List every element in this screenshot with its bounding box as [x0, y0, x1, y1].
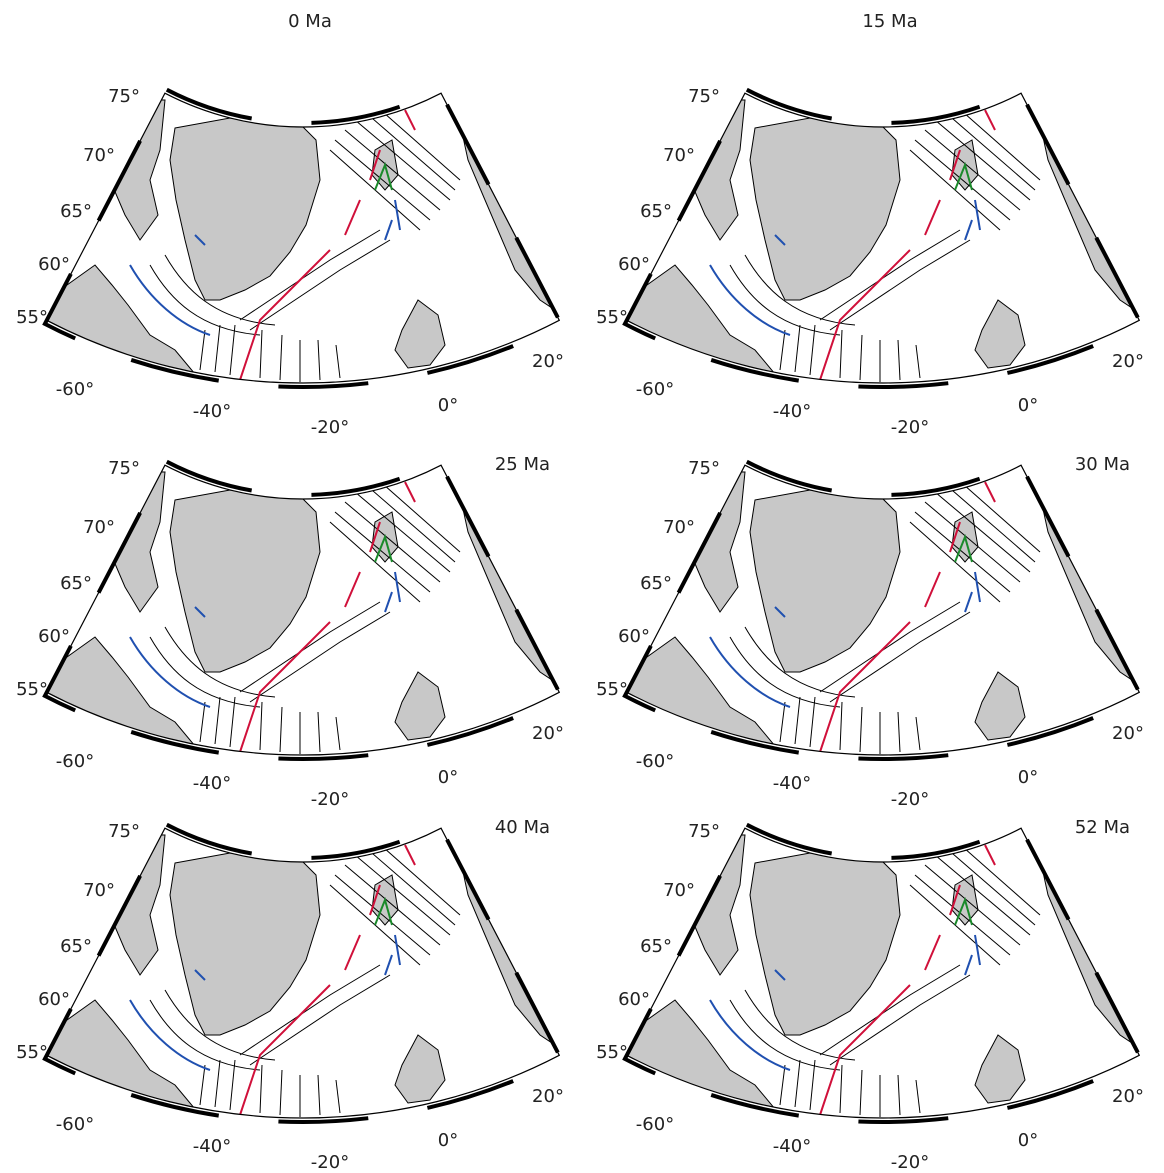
lat-label: 75° [688, 821, 720, 842]
map-frame [45, 92, 561, 384]
lon-label: 20° [532, 351, 564, 372]
panel-title: 52 Ma [1075, 817, 1130, 838]
lon-label: 0° [438, 395, 458, 416]
map-frame-outer [622, 458, 1144, 761]
lon-label: 0° [438, 1130, 458, 1151]
lon-label: -60° [636, 1114, 674, 1135]
lat-label: 75° [108, 458, 140, 479]
map-panel: 0 Ma 75° 70° 65° 60° 55° -60° -40° -20° 0° 20° [16, 11, 564, 438]
lat-label: 65° [640, 936, 672, 957]
lat-label: 55° [596, 1042, 628, 1063]
panel-title: 15 Ma [862, 11, 917, 32]
lat-label: 65° [60, 936, 92, 957]
lat-label: 55° [16, 1042, 48, 1063]
lon-label: -40° [193, 1136, 231, 1157]
lon-label: 20° [1112, 1086, 1144, 1107]
lat-label: 70° [663, 880, 695, 901]
map-panel: 30 Ma 75° 70° 65° 60° 55° -60° -40° -20° 0° 20° [596, 454, 1144, 810]
lon-label: -60° [56, 379, 94, 400]
lon-label: -60° [636, 751, 674, 772]
map-panel: 25 Ma 75° 70° 65° 60° 55° -60° -40° -20° 0° 20° [16, 454, 564, 810]
lat-label: 75° [688, 86, 720, 107]
map-frame-outer [622, 86, 1144, 389]
lon-label: -20° [311, 1152, 349, 1169]
lat-label: 65° [640, 573, 672, 594]
lat-label: 70° [83, 517, 115, 538]
map-frame-outer [42, 458, 564, 761]
lat-label: 75° [688, 458, 720, 479]
lon-label: 20° [532, 723, 564, 744]
lon-label: -20° [891, 1152, 929, 1169]
panel-title: 0 Ma [288, 11, 332, 32]
lat-label: 60° [38, 626, 70, 647]
lon-label: -20° [891, 417, 929, 438]
lon-label: -20° [311, 417, 349, 438]
lon-label: -40° [773, 401, 811, 422]
panel-title: 40 Ma [495, 817, 550, 838]
lon-label: -60° [56, 751, 94, 772]
lat-label: 65° [640, 201, 672, 222]
lon-label: 20° [532, 1086, 564, 1107]
map-panel: 40 Ma 75° 70° 65° 60° 55° -60° -40° -20° 0° 20° [16, 817, 564, 1173]
lat-label: 75° [108, 86, 140, 107]
map-frame [625, 827, 1141, 1119]
map-panel: 15 Ma 75° 70° 65° 60° 55° -60° -40° -20° 0° 20° [596, 11, 1144, 438]
lon-label: 20° [1112, 723, 1144, 744]
map-panel: 52 Ma 75° 70° 65° 60° 55° -60° -40° -20° 0° 20° [596, 817, 1144, 1173]
lat-label: 55° [16, 307, 48, 328]
lat-label: 70° [83, 880, 115, 901]
lon-label: 0° [1018, 767, 1038, 788]
lat-label: 70° [663, 517, 695, 538]
lat-label: 55° [16, 679, 48, 700]
map-frame [45, 464, 561, 756]
lat-label: 55° [596, 679, 628, 700]
map-frame [625, 464, 1141, 756]
panel-title: 30 Ma [1075, 454, 1130, 475]
map-frame-outer [42, 821, 564, 1124]
lon-label: -40° [773, 773, 811, 794]
lon-label: -60° [56, 1114, 94, 1135]
lat-label: 55° [596, 307, 628, 328]
lat-label: 60° [618, 254, 650, 275]
map-frame [625, 92, 1141, 384]
lat-label: 60° [618, 989, 650, 1010]
lat-label: 65° [60, 573, 92, 594]
lon-label: -40° [193, 773, 231, 794]
lat-label: 75° [108, 821, 140, 842]
map-frame-outer [42, 86, 564, 389]
lat-label: 70° [663, 145, 695, 166]
lon-label: -40° [193, 401, 231, 422]
lon-label: -60° [636, 379, 674, 400]
lon-label: 20° [1112, 351, 1144, 372]
lat-label: 65° [60, 201, 92, 222]
lat-label: 60° [38, 254, 70, 275]
lon-label: -20° [311, 789, 349, 810]
lat-label: 60° [618, 626, 650, 647]
map-frame-outer [622, 821, 1144, 1124]
lon-label: 0° [438, 767, 458, 788]
lon-label: 0° [1018, 395, 1038, 416]
map-frame [45, 827, 561, 1119]
lon-label: 0° [1018, 1130, 1038, 1151]
lon-label: -40° [773, 1136, 811, 1157]
lat-label: 60° [38, 989, 70, 1010]
lon-label: -20° [891, 789, 929, 810]
lat-label: 70° [83, 145, 115, 166]
panel-title: 25 Ma [495, 454, 550, 475]
